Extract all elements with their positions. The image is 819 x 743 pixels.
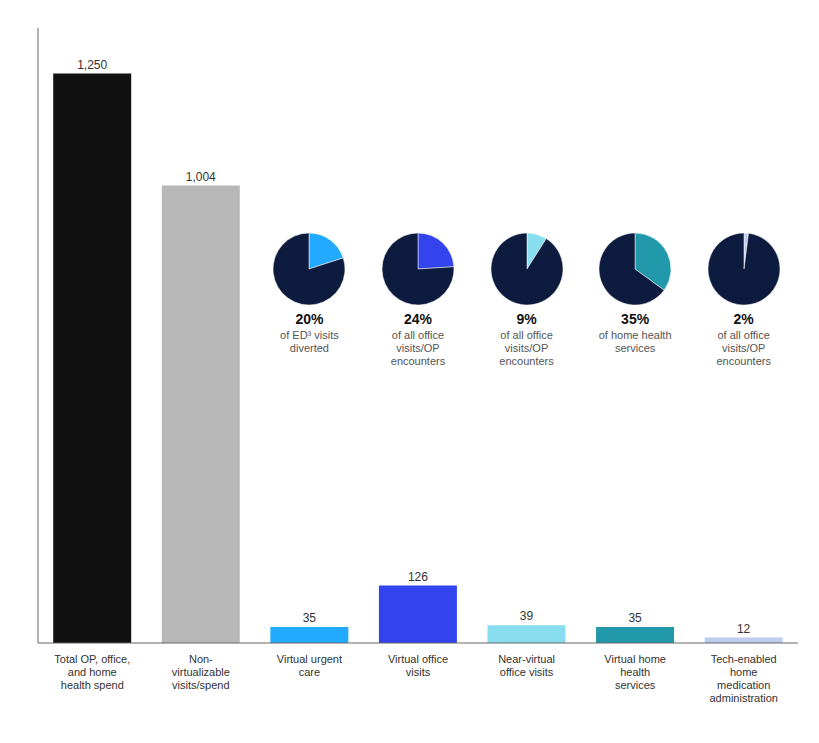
- html-text:2%: 2%: [733, 310, 754, 327]
- svg-text:Tech-enabledhomemedicationadmi: Tech-enabledhomemedicationadministration: [709, 653, 777, 704]
- svg-text:Virtual homehealthservices: Virtual homehealthservices: [604, 653, 666, 691]
- svg-text:Non-virtualizablevisits/spend: Non-virtualizablevisits/spend: [172, 653, 230, 691]
- html-text:of all office visits/OP encoun: of all office visits/OP encounters: [390, 328, 446, 367]
- svg-text:35: 35: [628, 611, 642, 625]
- html-text:35%: 35%: [621, 310, 650, 327]
- html-text:of ED³ visits diverted: of ED³ visits diverted: [280, 328, 339, 354]
- html-text:of all office visits/OP encoun: of all office visits/OP encounters: [716, 328, 771, 367]
- svg-text:1,250: 1,250: [77, 58, 107, 72]
- svg-text:Near-virtualoffice visits: Near-virtualoffice visits: [498, 653, 555, 678]
- svg-text:35: 35: [303, 611, 317, 625]
- html-text:of all office visits/OP encoun: of all office visits/OP encounters: [499, 328, 554, 367]
- html-text:20%: 20%: [295, 310, 324, 327]
- svg-text:Virtual urgentcare: Virtual urgentcare: [277, 653, 342, 678]
- svg-text:Total OP, office,and homehealt: Total OP, office,and homehealth spend: [54, 653, 130, 691]
- svg-text:12: 12: [737, 622, 751, 636]
- html-text:9%: 9%: [516, 310, 537, 327]
- html-text:24%: 24%: [404, 310, 432, 327]
- svg-text:39: 39: [520, 609, 534, 623]
- svg-text:1,004: 1,004: [186, 170, 216, 184]
- html-text:of home health services: of home health services: [598, 328, 672, 354]
- svg-text:126: 126: [408, 570, 428, 584]
- svg-text:Virtual officevisits: Virtual officevisits: [388, 653, 448, 678]
